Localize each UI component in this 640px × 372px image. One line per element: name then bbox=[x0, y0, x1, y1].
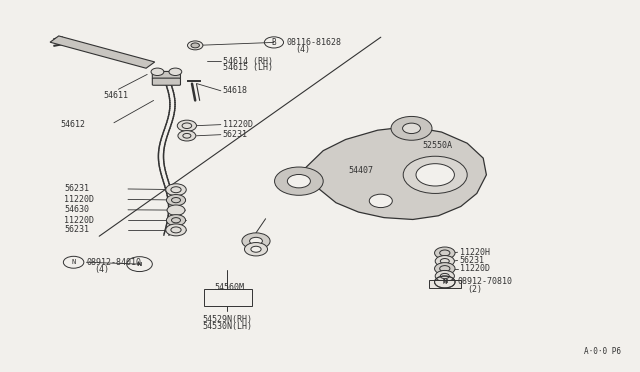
Circle shape bbox=[151, 68, 164, 76]
Text: 56231: 56231 bbox=[64, 185, 89, 193]
Text: 11220D: 11220D bbox=[64, 216, 94, 225]
Text: N: N bbox=[72, 259, 76, 265]
Text: 56231: 56231 bbox=[223, 130, 248, 139]
Text: 11220H: 11220H bbox=[460, 248, 490, 257]
Circle shape bbox=[167, 205, 185, 215]
Circle shape bbox=[369, 194, 392, 208]
Text: 08912-70810: 08912-70810 bbox=[458, 278, 513, 286]
Text: 08912-84010: 08912-84010 bbox=[86, 258, 141, 267]
Text: 11220D: 11220D bbox=[64, 195, 94, 204]
Circle shape bbox=[242, 233, 270, 249]
Circle shape bbox=[275, 167, 323, 195]
Circle shape bbox=[166, 224, 186, 236]
Text: 54611: 54611 bbox=[104, 91, 129, 100]
Text: 54618: 54618 bbox=[223, 86, 248, 95]
Bar bbox=[204, 289, 252, 306]
Text: 11220D: 11220D bbox=[223, 120, 253, 129]
Text: 54614 (RH): 54614 (RH) bbox=[223, 57, 273, 65]
Text: 54560M: 54560M bbox=[214, 283, 244, 292]
Circle shape bbox=[250, 237, 262, 245]
Text: B: B bbox=[271, 38, 276, 47]
Circle shape bbox=[391, 116, 432, 140]
Text: N: N bbox=[443, 279, 447, 285]
Circle shape bbox=[403, 123, 420, 134]
Text: 11220D: 11220D bbox=[460, 264, 490, 273]
Circle shape bbox=[191, 43, 200, 48]
Text: N: N bbox=[137, 262, 142, 267]
Text: 08116-81628: 08116-81628 bbox=[287, 38, 342, 47]
Text: 54530N(LH): 54530N(LH) bbox=[202, 322, 252, 331]
Text: 54615 (LH): 54615 (LH) bbox=[223, 63, 273, 72]
Circle shape bbox=[169, 68, 182, 76]
Text: 54630: 54630 bbox=[64, 205, 89, 214]
Circle shape bbox=[251, 246, 261, 252]
Circle shape bbox=[435, 256, 454, 267]
Circle shape bbox=[416, 164, 454, 186]
Text: 56231: 56231 bbox=[64, 225, 89, 234]
Circle shape bbox=[244, 243, 268, 256]
Circle shape bbox=[435, 263, 455, 275]
Circle shape bbox=[166, 184, 186, 196]
Text: N: N bbox=[442, 279, 447, 285]
Text: 54612: 54612 bbox=[61, 120, 86, 129]
Polygon shape bbox=[304, 126, 486, 219]
FancyBboxPatch shape bbox=[152, 71, 180, 79]
Circle shape bbox=[403, 156, 467, 193]
Text: (2): (2) bbox=[467, 285, 482, 294]
Circle shape bbox=[166, 215, 186, 226]
Text: 56231: 56231 bbox=[460, 256, 484, 265]
Text: A·0·0 P6: A·0·0 P6 bbox=[584, 347, 621, 356]
Polygon shape bbox=[50, 36, 155, 68]
Circle shape bbox=[435, 270, 454, 282]
Circle shape bbox=[166, 195, 186, 206]
Circle shape bbox=[435, 247, 455, 259]
Circle shape bbox=[287, 174, 310, 188]
Text: 52550A: 52550A bbox=[422, 141, 452, 150]
Text: (4): (4) bbox=[296, 45, 310, 54]
FancyBboxPatch shape bbox=[152, 78, 180, 85]
Bar bbox=[429, 280, 461, 288]
Text: 54529N(RH): 54529N(RH) bbox=[202, 315, 252, 324]
Text: 54407: 54407 bbox=[349, 166, 374, 175]
Text: (4): (4) bbox=[95, 265, 109, 274]
Circle shape bbox=[188, 41, 203, 50]
Circle shape bbox=[178, 131, 196, 141]
Circle shape bbox=[177, 120, 196, 131]
